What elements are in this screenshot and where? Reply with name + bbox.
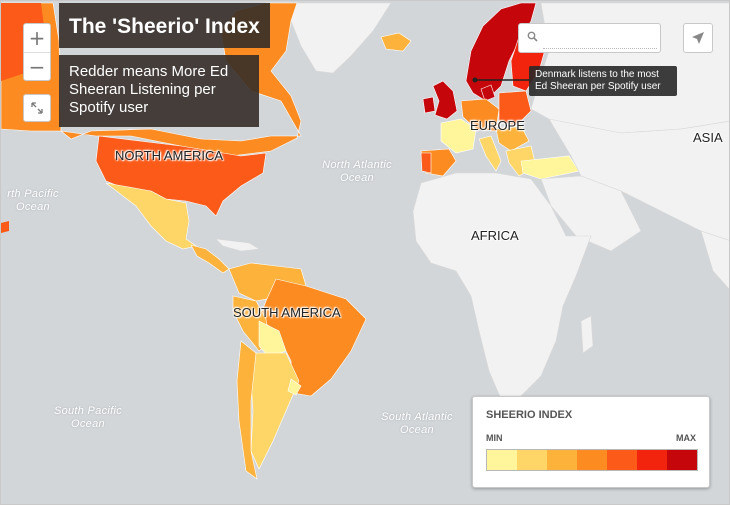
ocean-south-pacific: South Pacific Ocean	[53, 405, 123, 430]
argentina	[250, 352, 300, 470]
uruguay	[287, 378, 302, 396]
mexico	[105, 182, 197, 250]
central-america	[190, 244, 230, 274]
label-africa: AFRICA	[471, 228, 519, 243]
label-south-america: SOUTH AMERICA	[233, 305, 341, 320]
denmark	[480, 84, 496, 102]
zoom-out-button[interactable]: −	[24, 52, 50, 81]
legend-min-label: MIN	[486, 433, 503, 443]
chile	[236, 340, 258, 480]
expand-icon	[31, 102, 43, 114]
madagascar	[580, 315, 594, 354]
poland-baltics	[498, 90, 532, 127]
legend-max-label: MAX	[676, 433, 696, 443]
france	[440, 118, 477, 154]
caribbean	[215, 238, 260, 252]
middle-east	[540, 175, 642, 252]
turkey	[520, 155, 580, 180]
legend-swatch-4	[577, 450, 607, 470]
legend-swatch-2	[517, 450, 547, 470]
label-asia: ASIA	[693, 130, 723, 145]
africa	[412, 172, 592, 400]
ocean-north-pacific: rth Pacific Ocean	[7, 188, 59, 213]
central-europe	[495, 125, 530, 152]
map-title: The 'Sheerio' Index	[59, 3, 270, 48]
legend-swatch-3	[547, 450, 577, 470]
greenland	[290, 2, 392, 74]
label-europe: EUROPE	[470, 118, 525, 133]
south-asia	[700, 230, 729, 290]
country-tooltip: Denmark listens to the most Ed Sheeran p…	[529, 66, 677, 96]
ocean-south-atlantic: South Atlantic Ocean	[381, 411, 453, 436]
legend-swatch-5	[607, 450, 637, 470]
pacific-island	[1, 221, 9, 233]
tooltip-dot	[472, 77, 478, 83]
legend-swatch-7	[667, 450, 697, 470]
search-box	[518, 23, 661, 53]
iceland	[380, 32, 412, 52]
ireland	[422, 96, 436, 114]
locate-button[interactable]	[683, 23, 713, 53]
fullscreen-button[interactable]	[23, 94, 51, 122]
ocean-north-atlantic: North Atlantic Ocean	[322, 159, 392, 184]
map-description: Redder means More Ed Sheeran Listening p…	[59, 55, 259, 127]
italy	[478, 135, 502, 172]
portugal	[420, 152, 432, 174]
uk	[432, 80, 458, 120]
legend-title: SHEERIO INDEX	[486, 409, 573, 421]
legend: SHEERIO INDEX MIN MAX	[472, 396, 710, 488]
legend-swatch-1	[487, 450, 517, 470]
legend-color-scale	[486, 449, 698, 471]
search-input[interactable]	[543, 30, 657, 49]
legend-swatch-6	[637, 450, 667, 470]
zoom-in-button[interactable]: +	[28, 26, 46, 50]
search-icon	[527, 31, 538, 42]
zoom-control: + −	[23, 23, 51, 81]
label-north-america: NORTH AMERICA	[115, 148, 224, 163]
benelux-germany	[460, 98, 500, 132]
paper-plane-icon	[692, 32, 704, 44]
